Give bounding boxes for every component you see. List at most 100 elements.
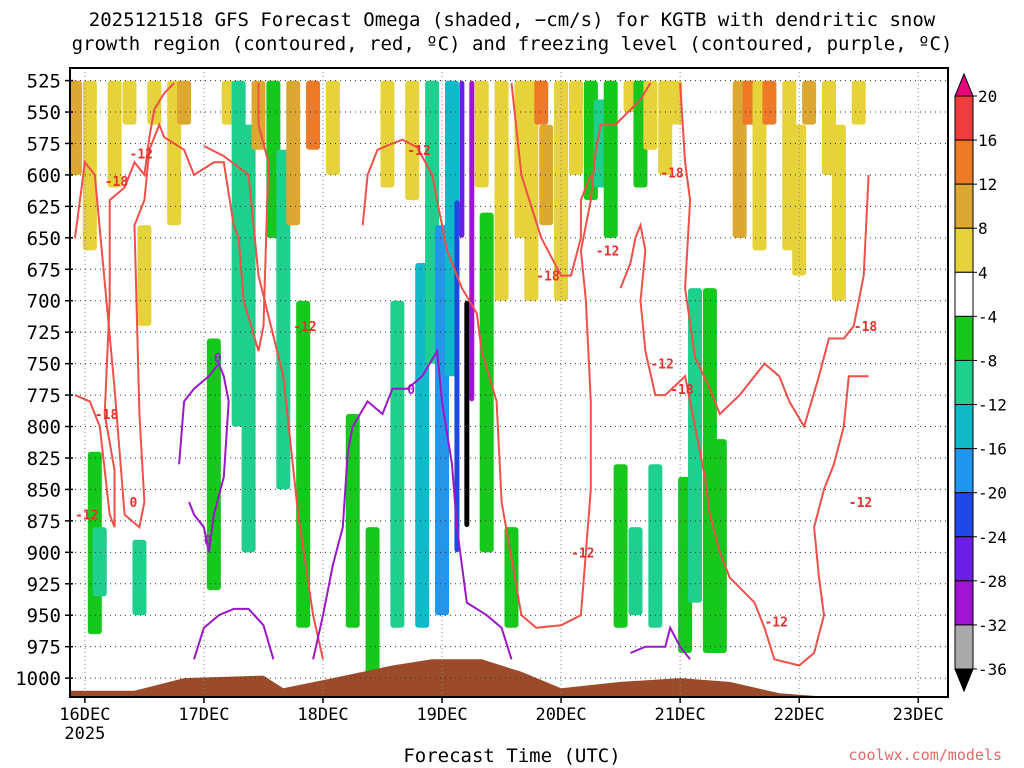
omega-region — [241, 124, 256, 553]
y-tick-label: 575 — [27, 133, 61, 155]
omega-region — [524, 80, 539, 301]
y-tick-label: 600 — [27, 165, 61, 187]
gridlines — [70, 68, 948, 697]
omega-region — [296, 300, 311, 628]
colorbar-label: 12 — [978, 175, 997, 194]
omega-region — [479, 212, 494, 553]
x-axis-label: Forecast Time (UTC) — [403, 745, 621, 767]
omega-region — [122, 80, 137, 125]
omega-region — [405, 80, 420, 201]
contour-label: -12 — [75, 509, 98, 524]
chart-title-line-2: growth region (contoured, red, ºC) and f… — [71, 33, 953, 55]
omega-region — [643, 80, 658, 150]
omega-region — [459, 80, 465, 238]
colorbar-label: -4 — [978, 307, 997, 326]
omega-shading-layer — [70, 80, 866, 679]
omega-region — [494, 80, 509, 301]
contour-label: -18 — [670, 383, 694, 398]
colorbar: 20 16 12 8 4 -4 -8 -12 -16 -20 -24 -28 -32 -36 — [954, 72, 1007, 693]
omega-region — [147, 80, 162, 125]
contour-label: -12 — [650, 358, 673, 373]
contour-label: -12 — [130, 148, 153, 163]
freezing-level-contour — [193, 607, 275, 660]
omega-region — [325, 80, 340, 175]
omega-region — [712, 439, 727, 653]
x-tick-label: 19DEC — [416, 705, 467, 725]
freezing-level-contour — [630, 625, 691, 660]
omega-region — [534, 80, 549, 125]
omega-region — [603, 80, 618, 238]
contour-label: -18 — [660, 166, 684, 181]
colorbar-bin — [954, 95, 974, 141]
omega-region — [539, 124, 554, 226]
omega-region — [206, 338, 221, 591]
y-tick-label: 900 — [27, 542, 61, 564]
contour-label: 0 — [407, 383, 415, 398]
omega-region — [469, 80, 475, 402]
omega-region — [504, 527, 519, 628]
omega-region — [137, 225, 152, 326]
colorbar-label: -16 — [978, 440, 1007, 459]
omega-region — [613, 464, 628, 628]
y-tick-label: 675 — [27, 259, 61, 281]
omega-region — [762, 80, 777, 125]
y-tick-label: 550 — [27, 102, 61, 124]
omega-region — [345, 413, 360, 628]
colorbar-bin — [954, 359, 974, 406]
contour-label: -12 — [596, 244, 619, 259]
colorbar-bin — [954, 315, 974, 361]
omega-region — [107, 80, 122, 188]
y-tick-label: 925 — [27, 574, 61, 596]
omega-region — [70, 80, 82, 175]
contour-label: -18 — [854, 320, 878, 335]
omega-region — [668, 80, 683, 125]
omega-region — [286, 80, 301, 226]
dgz-contour — [203, 145, 324, 660]
colorbar-top-arrow — [954, 72, 974, 97]
x-tick-label: 18DEC — [297, 705, 348, 725]
y-tick-label: 800 — [27, 417, 61, 439]
x-tick-label: 22DEC — [774, 705, 825, 725]
omega-region — [474, 80, 489, 188]
colorbar-bin — [954, 139, 974, 185]
omega-region — [306, 80, 321, 150]
freezing-level-contour — [312, 347, 513, 660]
dgz-contour — [361, 82, 652, 629]
colorbar-bin — [954, 448, 974, 494]
omega-region — [464, 300, 470, 528]
colorbar-bin — [954, 624, 974, 670]
omega-region — [380, 80, 395, 188]
colorbar-bin — [954, 536, 974, 582]
omega-region — [390, 300, 405, 628]
omega-region — [568, 80, 583, 175]
x-year-label: 2025 — [64, 724, 105, 744]
omega-region — [454, 200, 460, 553]
y-tick-label: 875 — [27, 511, 61, 533]
y-tick-label: 750 — [27, 354, 61, 376]
dgz-contour — [679, 83, 870, 429]
contour-label: 0 — [204, 534, 212, 549]
colorbar-label: 16 — [978, 131, 997, 150]
chart-title-line-1: 2025121518 GFS Forecast Omega (shaded, −… — [88, 9, 936, 31]
colorbar-label: -8 — [978, 352, 997, 371]
contour-label: -12 — [293, 320, 316, 335]
x-tick-label: 21DEC — [655, 705, 706, 725]
y-tick-label: 825 — [27, 448, 61, 470]
credit-text: coolwx.com/models — [848, 746, 1002, 764]
colorbar-label: -28 — [978, 572, 1007, 591]
omega-region — [688, 288, 703, 603]
contour-label: -12 — [849, 496, 872, 511]
colorbar-bin — [954, 227, 974, 273]
contour-label: -18 — [95, 408, 119, 423]
colorbar-label: -24 — [978, 528, 1007, 547]
contour-label: -12 — [571, 546, 594, 561]
omega-region — [177, 80, 192, 125]
contour-labels: -12-18-12-12-18-12-18-12-18-18-12-12-12-… — [75, 144, 877, 631]
omega-region — [82, 80, 97, 251]
colorbar-label: 20 — [978, 87, 997, 106]
colorbar-bottom-arrow — [954, 668, 974, 693]
colorbar-label: -32 — [978, 616, 1007, 635]
omega-region — [831, 124, 846, 301]
dgz-contour — [619, 221, 869, 667]
y-tick-label: 650 — [27, 228, 61, 250]
